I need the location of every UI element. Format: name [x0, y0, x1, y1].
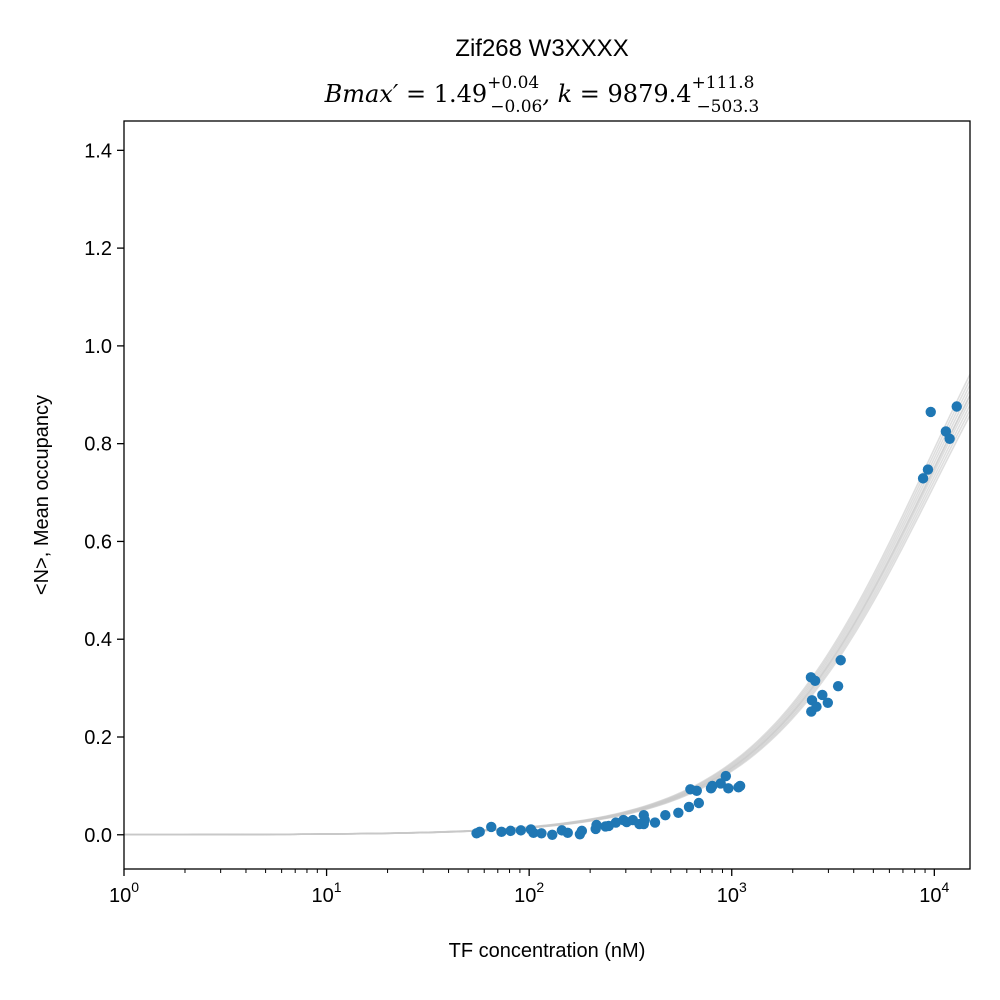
y-axis: 0.0 0.2 0.4 0.6 0.8 1.0 1.2 1.4 [84, 140, 124, 847]
bmax-value: 1.49 [434, 80, 487, 108]
bmax-symbol: Bmax′ = [324, 80, 434, 108]
data-point-11 [562, 827, 573, 839]
y-tick-label-1: 0.2 [84, 727, 112, 749]
y-tick-label-6: 1.2 [84, 238, 112, 260]
x-tick-label-4: 104 [919, 879, 949, 907]
data-point-54 [951, 401, 962, 412]
data-point-39 [734, 780, 746, 792]
data-point-27 [660, 810, 671, 821]
data-point-8 [536, 828, 547, 839]
data-point-29 [683, 801, 695, 813]
y-tick-label-2: 0.4 [84, 629, 112, 651]
y-tick-label-7: 1.4 [84, 140, 112, 162]
data-point-44 [811, 701, 822, 712]
data-point-13 [576, 825, 588, 837]
data-point-7 [528, 827, 539, 839]
data-point-51 [925, 406, 936, 418]
data-point-4 [505, 825, 516, 837]
data-point-31 [691, 785, 702, 796]
data-point-45 [817, 689, 828, 701]
data-point-26 [649, 817, 661, 828]
data-point-47 [832, 680, 844, 692]
x-tick-label-1: 101 [312, 879, 342, 907]
y-axis-label: <N>, Mean occupancy [31, 395, 53, 595]
y-tick-label-4: 0.8 [84, 434, 112, 456]
data-point-5 [515, 825, 527, 836]
data-point-36 [720, 770, 732, 782]
data-point-9 [547, 829, 558, 840]
data-point-34 [707, 780, 718, 792]
data-point-53 [944, 433, 955, 444]
data-point-25 [639, 814, 650, 826]
y-tick-label-0: 0.0 [84, 825, 112, 847]
data-point-2 [486, 821, 497, 833]
data-point-46 [822, 697, 834, 708]
fit-curve-9 [124, 395, 970, 836]
bmax-lower-error: −0.06 [490, 97, 542, 117]
k-lower-error: −503.3 [696, 97, 759, 117]
data-point-28 [673, 807, 684, 818]
plot-frame [123, 120, 971, 870]
data-point-50 [922, 464, 934, 475]
data-point-43 [809, 675, 821, 686]
data-point-35 [715, 778, 726, 789]
plot-area [123, 120, 971, 870]
k-upper-error: +111.8 [692, 73, 755, 93]
x-axis-label: TF concentration (nM) [449, 940, 646, 962]
x-tick-label-2: 102 [514, 879, 544, 907]
chart-title: Zif268 W3XXXX [455, 35, 628, 62]
x-tick-label-0: 100 [109, 879, 139, 907]
fit-curve-band [124, 374, 970, 836]
data-point-3 [496, 826, 507, 838]
y-tick-label-3: 0.6 [84, 531, 112, 553]
bmax-upper-error: +0.04 [487, 73, 539, 93]
data-point-15 [591, 819, 602, 831]
data-point-1 [474, 826, 485, 838]
chart-subtitle: Bmax′ = 1.49+0.04 −0.06, k = 9879.4+111.8… [324, 73, 760, 117]
data-point-48 [835, 655, 846, 666]
k-value: 9879.4 [608, 80, 692, 108]
y-tick-label-5: 1.0 [84, 336, 112, 358]
data-points [471, 401, 962, 840]
x-tick-label-3: 103 [717, 879, 747, 907]
x-axis: 100 101 102 103 104 [109, 869, 950, 907]
data-point-49 [917, 473, 929, 484]
data-point-37 [723, 783, 734, 794]
data-point-32 [693, 797, 705, 809]
k-symbol: , k = [542, 80, 607, 108]
